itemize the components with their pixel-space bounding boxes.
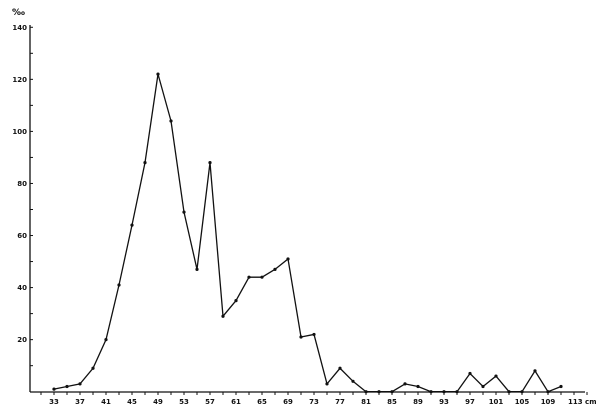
y-tick-label: 60: [17, 232, 27, 240]
data-point: [286, 257, 290, 261]
data-point: [169, 119, 173, 123]
x-tick-label: 101: [489, 398, 504, 406]
data-point: [91, 366, 95, 370]
data-point: [325, 382, 329, 386]
data-point: [468, 371, 472, 376]
data-point: [260, 275, 264, 279]
x-tick-label: 37: [75, 398, 85, 406]
data-point: [182, 210, 186, 214]
data-point: [455, 390, 459, 394]
y-axis-unit-label: ‰: [12, 8, 25, 18]
data-point: [377, 390, 381, 394]
x-tick-label: 61: [231, 398, 241, 406]
data-point: [403, 382, 407, 386]
data-point: [546, 390, 550, 394]
data-point: [390, 390, 394, 394]
data-point: [429, 390, 433, 394]
data-point: [481, 384, 485, 389]
data-point: [143, 161, 147, 165]
y-tick-label: 140: [12, 24, 27, 32]
data-point: [117, 283, 121, 287]
data-point: [221, 314, 225, 318]
x-tick-label: 69: [283, 398, 293, 406]
data-point: [156, 72, 160, 76]
x-tick-label: 89: [413, 398, 423, 406]
y-tick-label: 40: [17, 284, 27, 292]
data-point: [312, 332, 316, 337]
data-point: [78, 382, 82, 386]
x-tick-label: 41: [101, 398, 111, 406]
data-point: [559, 384, 563, 389]
data-point: [351, 379, 355, 383]
x-tick-label: 33: [49, 398, 59, 406]
x-tick-label: 77: [335, 398, 345, 406]
x-tick-label: 73: [309, 398, 319, 406]
x-tick-label: 109: [541, 398, 556, 406]
data-point: [273, 267, 277, 271]
data-point: [338, 366, 342, 370]
data-point: [494, 374, 498, 378]
x-tick-label: 93: [439, 398, 449, 406]
y-tick-label: 20: [17, 336, 27, 344]
y-tick-label: 120: [12, 76, 27, 84]
data-point: [364, 390, 368, 394]
data-point: [416, 384, 420, 389]
data-point: [65, 384, 69, 389]
x-tick-label: 85: [387, 398, 397, 406]
x-tick-label: 81: [361, 398, 371, 406]
x-tick-label: 53: [179, 398, 189, 406]
data-point: [533, 369, 537, 373]
data-point: [104, 338, 108, 342]
x-tick-label: 105: [515, 398, 530, 406]
x-tick-label: 57: [205, 398, 215, 406]
y-tick-label: 100: [12, 128, 27, 136]
data-point: [208, 161, 212, 165]
x-tick-label: 65: [257, 398, 267, 406]
data-point: [520, 390, 524, 394]
x-tick-label: 113 cm: [568, 398, 597, 406]
data-point: [234, 298, 238, 303]
y-tick-label: 80: [17, 180, 27, 188]
x-tick-label: 97: [465, 398, 475, 406]
x-tick-label: 49: [153, 398, 163, 406]
data-point: [195, 267, 199, 271]
data-point: [299, 335, 303, 339]
series-line: [53, 73, 562, 393]
data-point: [52, 387, 56, 391]
data-point: [247, 275, 251, 279]
x-tick-label: 45: [127, 398, 137, 406]
data-point: [130, 223, 134, 227]
data-point: [442, 390, 446, 394]
data-point: [507, 390, 511, 394]
